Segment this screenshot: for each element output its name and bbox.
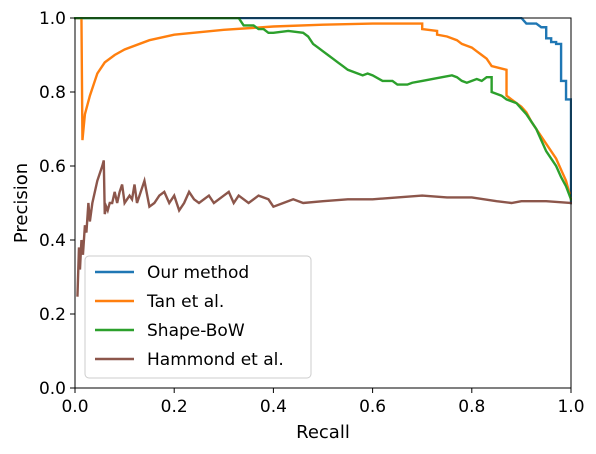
x-tick-label: 0.4 [260, 397, 287, 417]
series-layer [74, 17, 572, 297]
y-tick-label: 0.8 [39, 83, 66, 103]
plot-frame [74, 17, 572, 389]
y-tick-label: 0.2 [39, 305, 66, 325]
series-line-1 [74, 17, 572, 205]
x-tick-label: 0.8 [458, 397, 485, 417]
series-line-3 [74, 17, 572, 201]
axes-layer: 0.0 0.2 0.4 0.6 0.8 1.0 0.0 0.2 0.4 0.6 0.8 1.0 [39, 9, 585, 417]
x-tick-label: 1.0 [557, 397, 584, 417]
series-line-2 [76, 17, 572, 201]
x-tick-label: 0.2 [161, 397, 188, 417]
x-tick-label: 0.0 [61, 397, 88, 417]
y-tick-label: 0.6 [39, 157, 66, 177]
x-axis-label: Recall [296, 422, 350, 443]
legend-label: Hammond et al. [147, 350, 284, 370]
y-tick-label: 0.0 [39, 379, 66, 399]
legend-label: Shape-BoW [147, 321, 245, 341]
legend-label: Tan et al. [146, 292, 224, 312]
legend: Our method Tan et al. Shape-BoW Hammond et … [84, 255, 312, 379]
legend-label: Our method [147, 263, 249, 283]
x-tick-label: 0.6 [359, 397, 386, 417]
y-axis-label: Precision [11, 163, 32, 243]
legend-box [84, 255, 312, 379]
series-line-4 [76, 160, 572, 297]
y-tick-label: 1.0 [39, 9, 66, 29]
y-tick-label: 0.4 [39, 231, 66, 251]
